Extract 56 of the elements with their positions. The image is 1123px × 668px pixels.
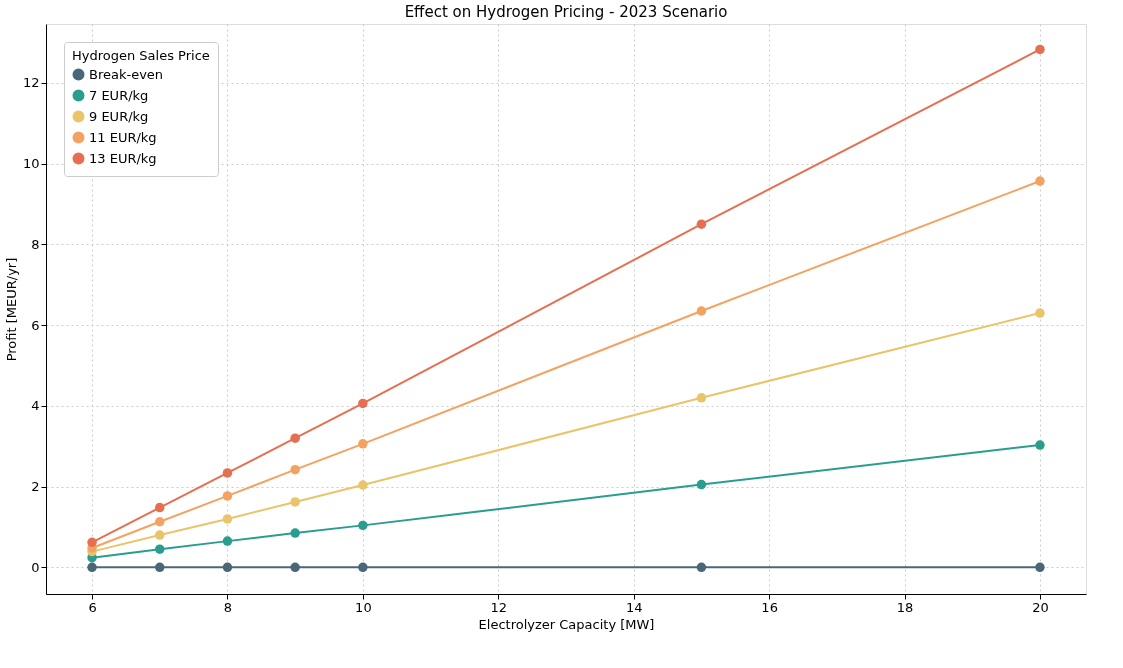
point (358, 398, 368, 409)
point (696, 479, 707, 490)
point (87, 537, 97, 548)
point (1035, 176, 1045, 186)
point (222, 536, 233, 546)
x-tick-label: 8 (223, 599, 233, 615)
point (358, 562, 368, 573)
point (290, 562, 300, 573)
x-tick-label: 14 (625, 599, 643, 615)
point (155, 517, 165, 527)
point (1035, 440, 1045, 450)
point (1035, 562, 1045, 573)
x-axis-title: Electrolyzer Capacity [MW] (478, 616, 655, 632)
y-tick-label: 4 (31, 398, 40, 414)
x-tick-label: 20 (1032, 599, 1049, 615)
point (696, 393, 707, 403)
y-tick-label: 10 (22, 156, 40, 172)
y-tick-label: 2 (31, 479, 40, 495)
point (358, 520, 368, 531)
x-tick-label: 16 (761, 599, 778, 615)
point (696, 306, 707, 316)
legend-label: Break-even (89, 66, 164, 82)
point (358, 480, 368, 490)
x-tick-label: 12 (490, 599, 508, 615)
point (290, 528, 300, 538)
point (358, 439, 368, 449)
x-tick-label: 10 (355, 599, 372, 615)
point (290, 433, 300, 443)
legend-label: 9 EUR/kg (89, 108, 149, 124)
point (155, 530, 165, 540)
legend-label: 13 EUR/kg (89, 150, 157, 166)
point (222, 491, 233, 501)
point (155, 562, 165, 573)
legend-label: 7 EUR/kg (89, 87, 149, 103)
point (290, 464, 300, 475)
point (1035, 308, 1045, 318)
chart-title: Effect on Hydrogen Pricing - 2023 Scenario (404, 3, 728, 21)
y-tick-label: 12 (22, 75, 40, 91)
x-tick-label: 18 (896, 599, 914, 615)
point (696, 562, 707, 573)
y-axis-title: Profit [MEUR/yr] (3, 257, 19, 362)
y-tick-label: 0 (31, 559, 40, 575)
point (222, 468, 233, 478)
point (222, 562, 233, 573)
legend-title: Hydrogen Sales Price (72, 48, 210, 63)
legend-label: 11 EUR/kg (89, 129, 157, 145)
y-tick-label: 8 (31, 236, 40, 252)
point (222, 514, 233, 524)
point (1035, 44, 1045, 55)
point (87, 562, 97, 573)
y-tick-label: 6 (31, 317, 40, 333)
point (155, 544, 165, 554)
x-tick-label: 6 (88, 599, 97, 615)
point (290, 497, 300, 507)
point (155, 502, 165, 513)
point (696, 219, 707, 229)
